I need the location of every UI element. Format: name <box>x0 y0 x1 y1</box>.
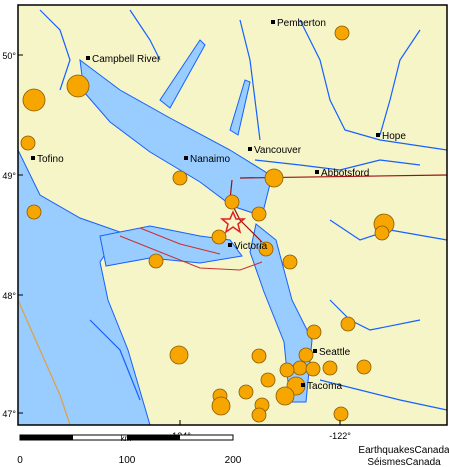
city-marker <box>228 243 232 247</box>
city-label: Tacoma <box>307 381 342 392</box>
city-marker <box>301 383 305 387</box>
city-labels: Pemberton Campbell River Hope Tofino Nanaimo… <box>31 18 406 392</box>
epicenter-star <box>219 210 247 234</box>
city-marker <box>315 170 319 174</box>
scale-label: 100 <box>119 455 136 466</box>
scale-label: 200 <box>225 455 242 466</box>
credit: SéismesCanada <box>367 457 441 467</box>
city-label: Campbell River <box>92 54 161 65</box>
map-frame <box>17 4 448 426</box>
city-label: Tofino <box>37 154 64 165</box>
scale-label: 0 <box>17 455 23 466</box>
lat-label: 48° <box>2 291 16 301</box>
scale-bar: km 0 100 200 <box>17 434 242 466</box>
lon-label: -122° <box>329 431 351 441</box>
city-label: Pemberton <box>277 18 326 29</box>
city-label: Victoria <box>234 241 268 252</box>
city-marker <box>248 147 252 151</box>
credit: EarthquakesCanada <box>358 445 449 456</box>
city-label: Vancouver <box>254 145 302 156</box>
city-marker <box>376 133 380 137</box>
city-label: Nanaimo <box>190 154 230 165</box>
city-marker <box>86 56 90 60</box>
city-label: Hope <box>382 131 406 142</box>
city-label: Seattle <box>319 347 351 358</box>
earthquakes <box>20 25 395 423</box>
lat-label: 50° <box>2 51 16 61</box>
geography <box>18 5 447 425</box>
city-marker <box>184 156 188 160</box>
lat-label: 47° <box>2 409 16 419</box>
lat-label: 49° <box>2 171 16 181</box>
city-marker <box>271 20 275 24</box>
scale-unit: km <box>121 434 132 443</box>
city-label: Abbotsford <box>321 168 369 179</box>
city-marker <box>31 156 35 160</box>
city-marker <box>313 349 317 353</box>
